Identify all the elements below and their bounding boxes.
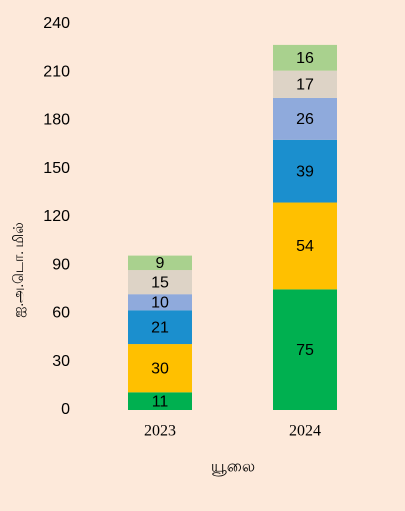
- data-label: 75: [296, 342, 314, 359]
- y-tick-label: 90: [52, 256, 70, 273]
- data-label: 15: [151, 274, 169, 291]
- bar-segment: [273, 202, 337, 290]
- bar-segment: [128, 310, 192, 345]
- bar-segment: [128, 294, 192, 311]
- y-tick-label: 240: [43, 15, 70, 32]
- y-tick-label: 30: [52, 353, 70, 370]
- data-label: 16: [296, 50, 314, 67]
- data-label: 11: [152, 393, 169, 410]
- bar-segment: [273, 70, 337, 98]
- bar-segment: [273, 44, 337, 71]
- x-tick-label: 2023: [144, 423, 176, 440]
- y-tick-label: 210: [43, 63, 70, 80]
- data-label: 54: [296, 238, 314, 255]
- data-label: 21: [151, 319, 169, 336]
- bar-segment: [128, 270, 192, 295]
- bar-segment: [273, 289, 337, 410]
- y-tick-label: 150: [43, 160, 70, 177]
- y-tick-label: 60: [52, 305, 70, 322]
- y-tick-label: 180: [43, 112, 70, 129]
- y-tick-label: 0: [61, 401, 70, 418]
- bar-segment: [128, 255, 192, 271]
- data-label: 9: [156, 255, 165, 272]
- bar-segment: [128, 392, 192, 410]
- y-axis-title: ஐ.அ.டொ. மில்: [12, 222, 27, 318]
- y-tick-label: 120: [43, 208, 70, 225]
- x-tick-label: 2024: [289, 423, 321, 440]
- data-label: 26: [296, 111, 314, 128]
- data-label: 17: [296, 77, 314, 94]
- data-label: 10: [151, 294, 169, 311]
- bar-segment: [128, 344, 192, 393]
- bar-segment: [273, 97, 337, 140]
- bar-segment: [273, 139, 337, 203]
- data-label: 39: [296, 163, 314, 180]
- data-label: 30: [151, 360, 169, 377]
- x-axis-title: யூலை: [211, 459, 255, 476]
